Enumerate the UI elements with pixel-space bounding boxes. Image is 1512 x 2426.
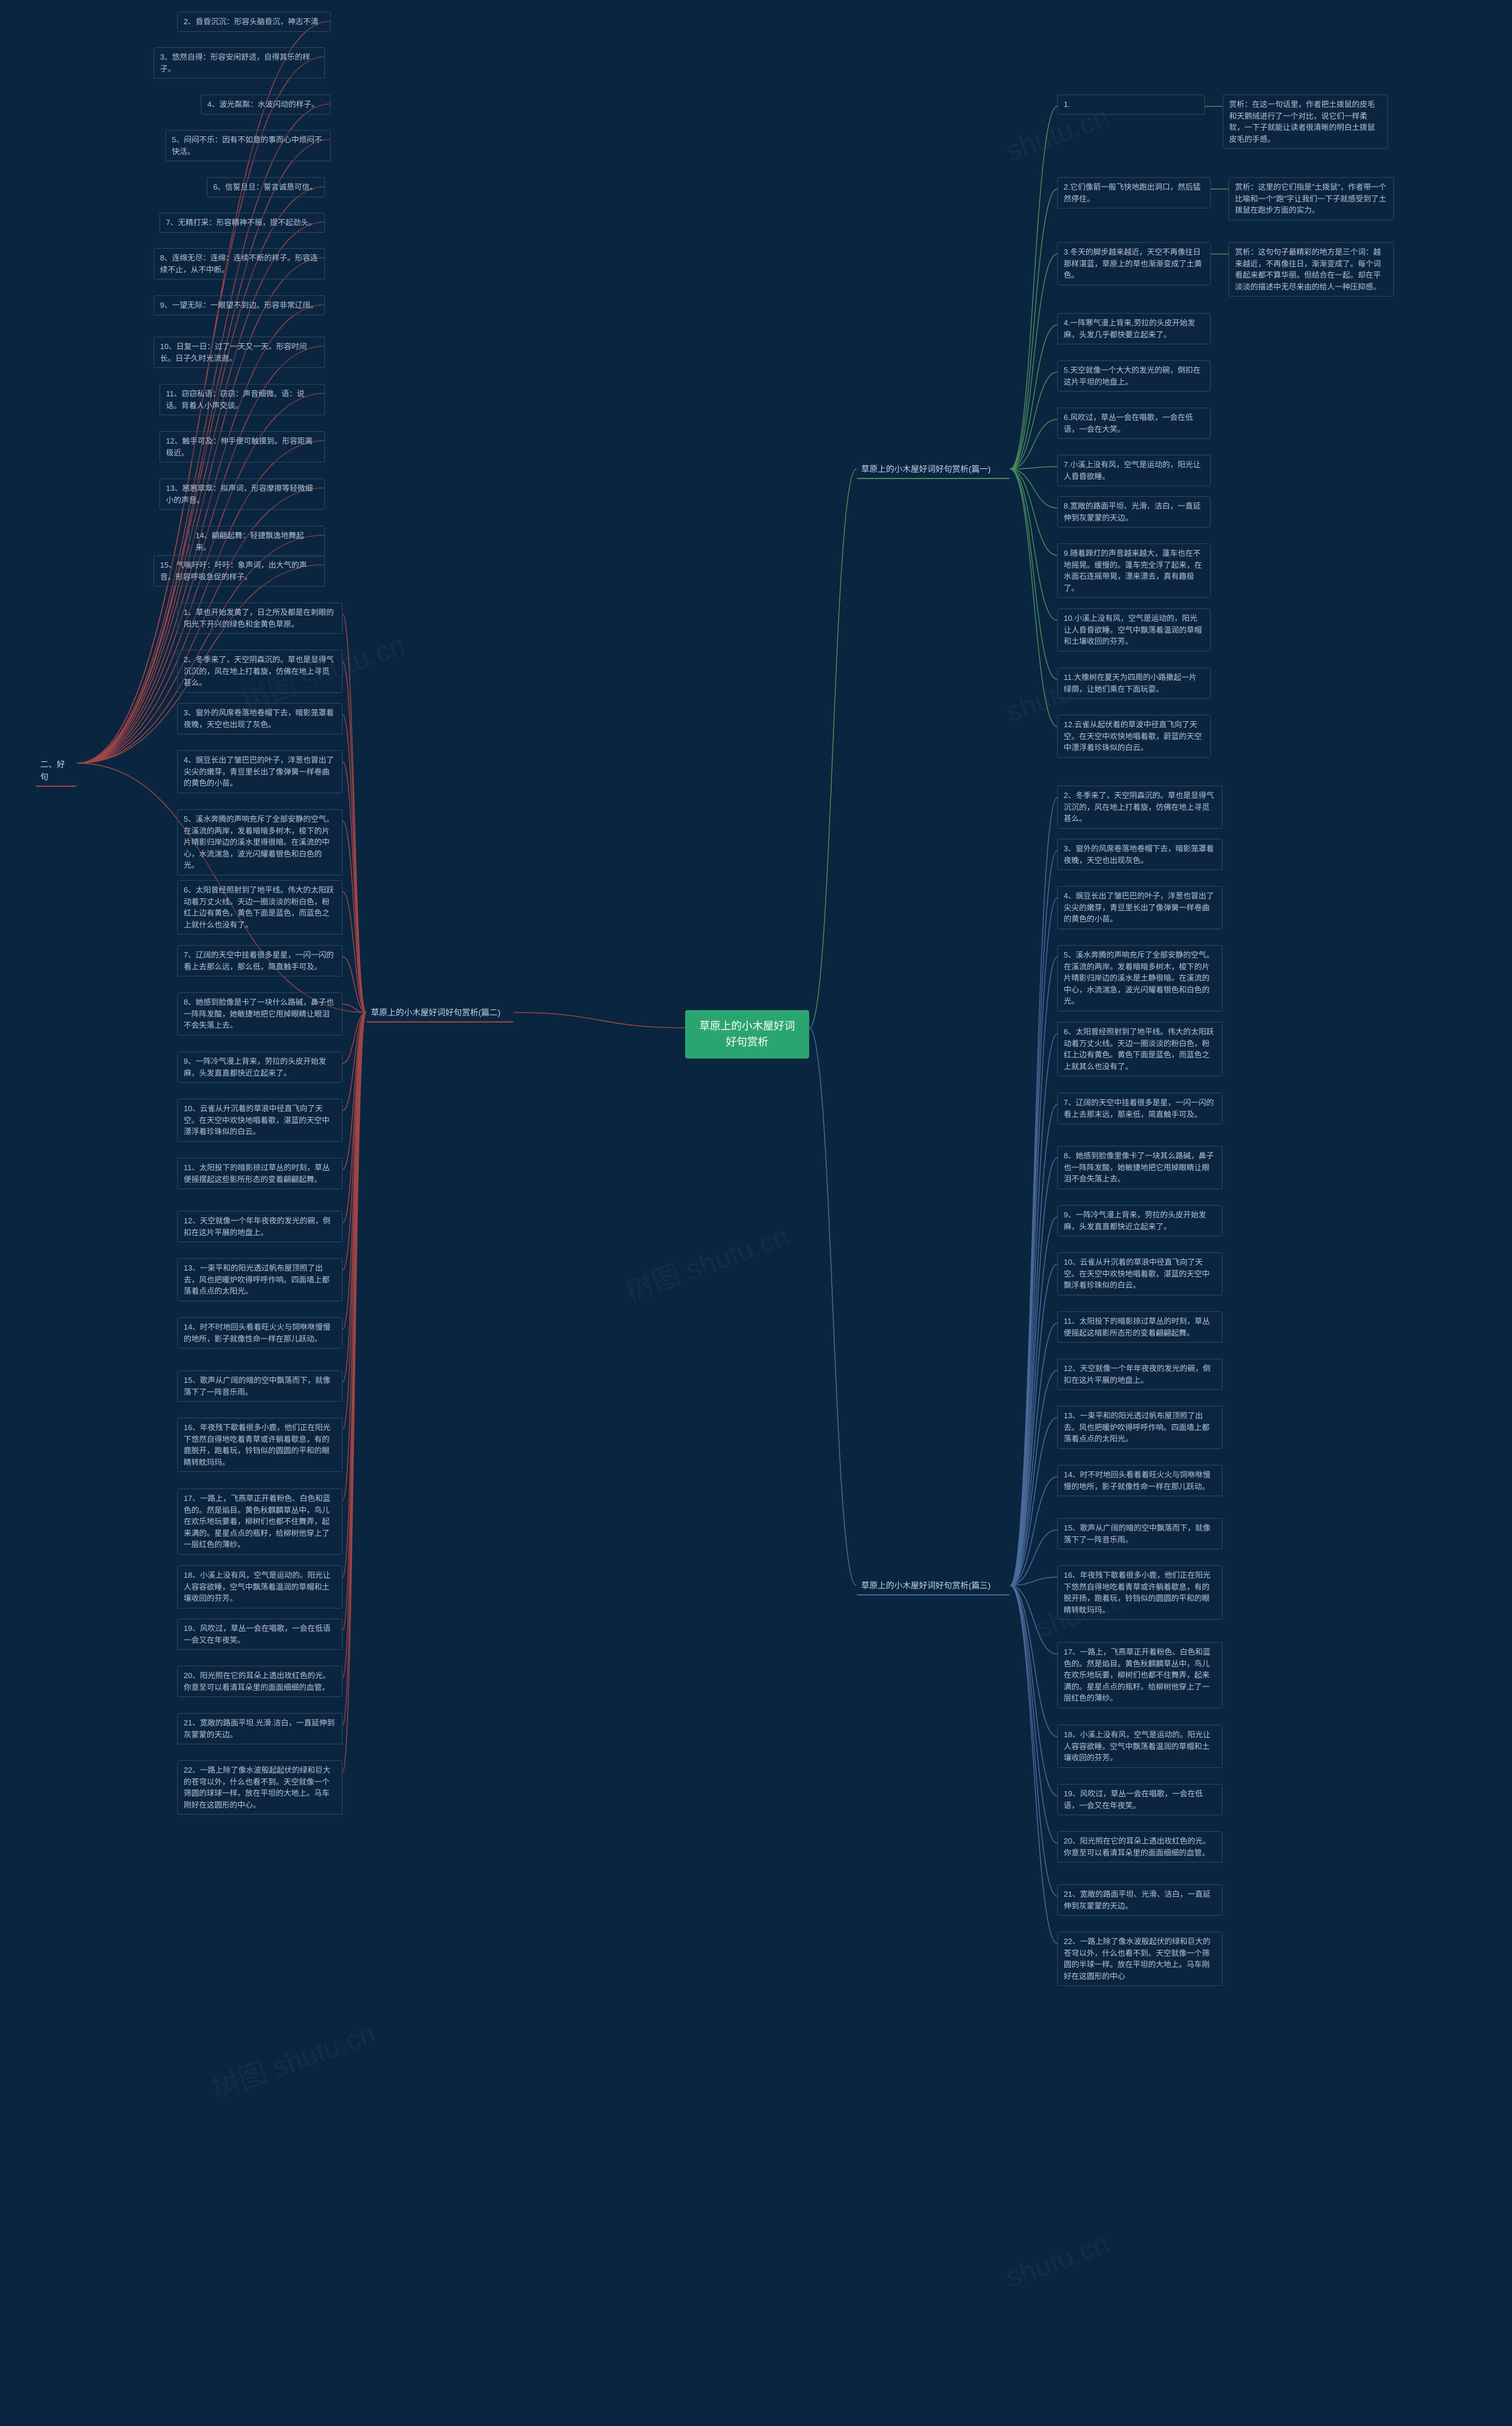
left-bottom-item: 16、年夜残下歇着很多小鹿，他们正在阳光下悠然自得地吃着青草或许躺着歇息，有的鹿… bbox=[177, 1418, 343, 1472]
left-bottom-item: 9、一阵冷气漫上背来，劳拉的头皮开始发麻，头发直直都快近立起来了。 bbox=[177, 1051, 343, 1083]
right-section-3: 草原上的小木屋好词好句赏析(篇三) bbox=[856, 1577, 1010, 1595]
right-top-item: 10.小溪上没有风，空气是运动的，阳光让人昏昏欲睡。空气中飘荡着温润的草帽和土壤… bbox=[1057, 608, 1211, 652]
left-bottom-item: 17、一路上，飞燕草正开着粉色、白色和蓝色的。然是焰目。黄色秋麒麟草丛中，鸟儿在… bbox=[177, 1489, 343, 1555]
right-bottom-item: 2、冬季来了，天空阴森沉的。草也是显得气沉沉的，风在地上打着旋，仿佛在地上寻觅甚… bbox=[1057, 786, 1223, 829]
right-bottom-item: 17、一路上，飞燕草正开着粉色、白色和蓝色的。然是焰目。黄色秋麒麟草丛中，鸟儿在… bbox=[1057, 1642, 1223, 1708]
left-bottom-item: 13、一束平和的阳光透过帆布屋顶照了出去，风也把暖炉吹得呼呼作响。四面墙上都落着… bbox=[177, 1258, 343, 1301]
left-bottom-item: 19、风吹过，草丛一会在唱歌，一会在低语一会又在年夜笑。 bbox=[177, 1619, 343, 1650]
right-bottom-item: 19、风吹过，草丛一会在唱歌，一会在低语，一会又在年夜笑。 bbox=[1057, 1784, 1223, 1815]
left-bottom-item: 8、她感到脸像是卡了一块什么路碱，鼻子也一阵阵发酸，她敏捷地把它甩掉眼睛让眼泪不… bbox=[177, 992, 343, 1035]
left-top-item: 8、连绵无尽：连绵：连续不断的样子。形容连续不止，从不中断。 bbox=[154, 248, 325, 279]
watermark: shutu.cn bbox=[1002, 2228, 1113, 2295]
right-top-item: 12.云雀从起伏着的草波中径直飞向了天空。在天空中欢快地唱着歌，蔚蓝的天空中漂浮… bbox=[1057, 715, 1211, 758]
left-bottom-item: 22、一路上除了像水波般起起伏的绿和巨大的苍穹以外，什么也看不到。天空就像一个筛… bbox=[177, 1760, 343, 1815]
center-node: 草原上的小木屋好词好句赏析 bbox=[685, 1010, 809, 1059]
right-bottom-item: 9、一阵冷气漫上背来，劳拉的头皮开始发麻，头发直直都快近立起来了。 bbox=[1057, 1205, 1223, 1236]
left-root: 二、好句 bbox=[35, 756, 77, 787]
left-bottom-item: 20、阳光照在它的耳朵上透出玫红色的光。你意至可以看清耳朵里的面面细细的血管。 bbox=[177, 1666, 343, 1697]
right-top-item: 5.天空就像一个大大的发光的碗，倒扣在这片平坦的地盘上。 bbox=[1057, 360, 1211, 392]
left-top-item: 12、触手可及：伸手便可触摸到。形容距离极近。 bbox=[159, 431, 325, 463]
right-section-1: 草原上的小木屋好词好句赏析(篇一) bbox=[856, 461, 1010, 479]
right-bottom-item: 10、云雀从升沉着的草浪中径直飞向了天空。在天空中欢快地唱着歌，湛蓝的天空中飘浮… bbox=[1057, 1252, 1223, 1295]
left-bottom-item: 12、天空就像一个年年夜夜的发光的碗，倒扣在这片平展的地盘上。 bbox=[177, 1211, 343, 1242]
left-bottom-item: 14、时不时地回头看着旺火火与饲咻咻慢慢的地所，影子就像性命一样在那儿跃动。 bbox=[177, 1317, 343, 1349]
left-top-item: 9、一望无际：一眼望不到边。形容非常辽阔。 bbox=[154, 295, 325, 315]
right-bottom-item: 6、太阳曾经照射到了地平线。伟大的太阳跃动着万丈火线。天边一圈淡淡的粉白色，粉红… bbox=[1057, 1022, 1223, 1076]
left-top-item: 5、闷闷不乐：因有不如意的事而心中烦闷不快活。 bbox=[165, 130, 331, 161]
left-bottom-item: 7、辽阔的天空中挂着很多星星，一闪一闪的看上去那么远，那么低，简直触手可及。 bbox=[177, 945, 343, 976]
right-bottom-item: 15、歌声从广阔的暗的空中飘落而下，就像落下了一阵音乐雨。 bbox=[1057, 1518, 1223, 1549]
left-top-item: 4、波光粼粼：水波闪动的样子。 bbox=[201, 95, 331, 115]
right-top-item: 7.小溪上没有风，空气是运动的，阳光让人昏昏欲睡。 bbox=[1057, 455, 1211, 486]
left-top-item: 6、信誓旦旦：誓言诚恳可信。 bbox=[207, 177, 325, 197]
right-bottom-item: 13、一束平和的阳光透过帆布屋顶照了出去。风也把暖炉吹得呼呼作响。四面墙上都落着… bbox=[1057, 1406, 1223, 1449]
right-bottom-item: 8、她感到脸像里像卡了一块其么路碱，鼻子也一阵阵发酸，她敏捷地把它甩掉眼睛让眼泪… bbox=[1057, 1146, 1223, 1189]
left-bottom-item: 5、溪水奔腾的声响充斥了全部安静的空气。在溪流的两岸，发着暗暗多树木，梭下的片片… bbox=[177, 809, 343, 875]
left-bottom-item: 11、太阳投下的暗影掠过草丛的时刻，草丛便摇摆起这些影所形态的变着翩翩起舞。 bbox=[177, 1158, 343, 1189]
left-section-2: 草原上的小木屋好词好句赏析(篇二) bbox=[366, 1004, 514, 1022]
right-bottom-item: 20、阳光照在它的耳朵上透出玫红色的光。你意至可以看清耳朵里的面面细细的血管。 bbox=[1057, 1831, 1223, 1862]
left-bottom-item: 15、歌声从广阔的暗的空中飘落而下，就像落下了一阵音乐雨。 bbox=[177, 1370, 343, 1402]
right-top-item: 8.宽敞的路面平坦、光滑、洁白，一直延伸到灰蒙蒙的天边。 bbox=[1057, 496, 1211, 527]
right-bottom-item: 5、溪水奔腾的声响充斥了全部安静的空气。在溪流的两岸。发着暗暗多树木，梭下的片片… bbox=[1057, 945, 1223, 1011]
left-top-item: 10、日复一日：过了一天又一天。形容时间长。日子久时光流逝。 bbox=[154, 337, 325, 368]
left-top-item: 2、昏昏沉沉：形容头脑昏沉，神志不清 bbox=[177, 12, 331, 32]
right-top-item: 11.大橡树在夏天为四周的小路撒起一片绿荫，让她们乘在下面玩耍。 bbox=[1057, 667, 1211, 699]
right-top-item: 2.它们像箭一般飞快地跑出洞口，然后猛然停住。 bbox=[1057, 177, 1211, 209]
right-bottom-item: 3、窗外的风席卷落地卷帽下去，暗影笼罩着夜晚，天空也出现灰色。 bbox=[1057, 839, 1223, 870]
analysis-item: 赏析：在这一句话里，作者把土拨鼠的皮毛和天鹅绒进行了一个对比，说它们一样柔软，一… bbox=[1223, 95, 1388, 149]
left-top-item: 14、翩翩起舞：轻捷飘逸地舞起来。 bbox=[189, 526, 325, 557]
left-bottom-item: 6、太阳曾经照射到了地平线。伟大的太阳跃动着万丈火线。天边一圈淡淡的粉白色，粉红… bbox=[177, 880, 343, 934]
right-top-item: 6.风吹过，草丛一会在唱歌，一会在低语，一会在大笑。 bbox=[1057, 408, 1211, 439]
right-bottom-item: 18、小溪上没有风，空气是运动的。阳光让人容容欲睡。空气中飘荡着温润的草帽和土壤… bbox=[1057, 1725, 1223, 1768]
watermark: 树图 shutu.cn bbox=[205, 2010, 380, 2107]
right-bottom-item: 21、宽敞的路面平坦、光滑、洁白，一直延伸到灰蒙蒙的天边。 bbox=[1057, 1884, 1223, 1916]
right-bottom-item: 16、年夜残下歇着很多小鹿，他们正在阳光下悠然自得地吃着青草或许躺着歇息，有的脱… bbox=[1057, 1565, 1223, 1620]
left-bottom-item: 2、冬季来了，天空阴森沉的。草也是显得气沉沉的，风在地上打着旋，仿佛在地上寻觅甚… bbox=[177, 650, 343, 693]
left-bottom-item: 1、草也开始发黄了，日之所及都是在刺眼的阳光下开兴的绿色和金黄色草原。 bbox=[177, 603, 343, 634]
right-bottom-item: 7、辽阔的天空中挂着很多是星，一闪一闪的看上去那末远，那来低，简直触手可及。 bbox=[1057, 1093, 1223, 1124]
left-bottom-item: 21、宽敞的路面平坦.光滑.洁白，一直延伸到灰蒙蒙的天边。 bbox=[177, 1713, 343, 1744]
analysis-item: 赏析：这句句子最精彩的地方是三个词：越来越近，不再像往日，渐渐变成了。每个词看起… bbox=[1228, 242, 1394, 297]
watermark: 树图 shutu.cn bbox=[618, 1212, 794, 1310]
right-top-item: 4.一阵寒气漫上背来,劳拉的头皮开始发麻，头发几乎都快要立起来了。 bbox=[1057, 313, 1211, 344]
left-bottom-item: 3、窗外的风席卷落地卷帽下去，暗影笼罩着夜晚，天空也出现了灰色。 bbox=[177, 703, 343, 734]
right-top-item: 3.冬天的脚步越来越近，天空不再像往日那样湛蓝，草原上的草也渐渐变成了土黄色。 bbox=[1057, 242, 1211, 285]
left-top-item: 7、无精打采：形容精神不振，提不起劲头。 bbox=[159, 213, 325, 233]
right-bottom-item: 22、一路上除了像水波般起伏的绿和巨大的苍穹以外，什么也看不到。天空就像一个筛圆… bbox=[1057, 1932, 1223, 1986]
left-bottom-item: 10、云雀从升沉着的草浪中径直飞向了天空。在天空中欢快地唱着歌，湛蓝的天空中漂浮… bbox=[177, 1099, 343, 1142]
right-bottom-item: 14、时不时地回头看着着旺火火与饲咻咻慢慢的地所，影子就像性命一样在那儿跃动。 bbox=[1057, 1465, 1223, 1496]
left-top-item: 11、窃窃私语：窃窃：声音细微。语：说话。背着人小声交谈。 bbox=[159, 384, 325, 415]
right-top-item: 1. bbox=[1057, 95, 1205, 115]
left-top-item: 3、悠然自得：形容安闲舒适，自得其乐的样子。 bbox=[154, 47, 325, 79]
left-bottom-item: 4、豌豆长出了皱巴巴的叶子，洋葱也冒出了尖尖的嫩芽，青豆里长出了像弹簧一样卷曲的… bbox=[177, 750, 343, 793]
analysis-item: 赏析：这里的它们指是"土拨鼠"，作者带一个比喻和一个"跑"字让我们一下子就感受到… bbox=[1228, 177, 1394, 220]
left-top-item: 13、窸窸窣窣：拟声词，形容摩擦等轻微细小的声音。 bbox=[159, 478, 325, 510]
right-top-item: 9.随着蹄灯的声音越来越大，蓬车也在不地摇晃。缓慢的。蓬车完全浮了起来，在水面石… bbox=[1057, 543, 1211, 598]
left-top-item: 15、气喘吁吁：吁吁：象声词，出大气的声音。形容呼吸急促的样子。 bbox=[154, 555, 325, 587]
right-bottom-item: 11、太阳投下的暗影掠过草丛的时刻，草丛便摇起这暗影所态形的变着翩翩起舞。 bbox=[1057, 1311, 1223, 1343]
left-bottom-item: 18、小溪上没有风，空气是运动的。阳光让人容容欲睡，空气中飘荡着温润的草帽和土壤… bbox=[177, 1565, 343, 1608]
right-bottom-item: 4、豌豆长出了皱巴巴的叶子，洋葱也冒出了尖尖的嫩芽，青豆里长出了像弹簧一样卷曲的… bbox=[1057, 886, 1223, 929]
right-bottom-item: 12、天空就像一个年年夜夜的发光的碗，倒扣在这片平展的地盘上。 bbox=[1057, 1359, 1223, 1390]
